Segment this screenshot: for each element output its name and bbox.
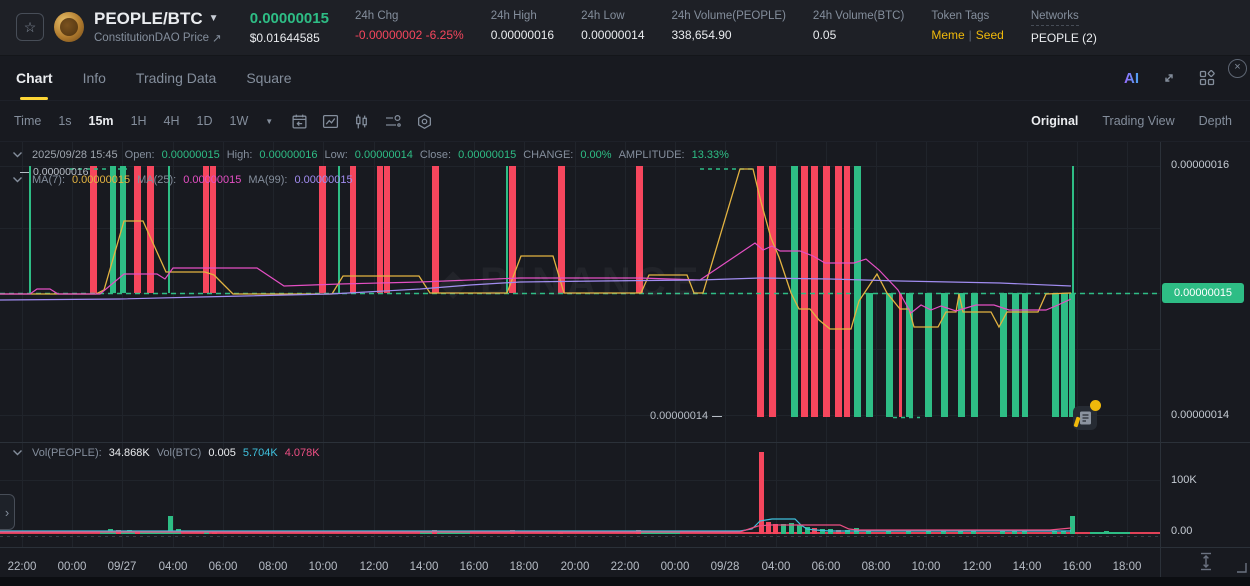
time-tick-label: 18:00: [510, 561, 539, 573]
price-axis-label-low: 0.00000014: [1171, 409, 1229, 421]
ai-icon[interactable]: AI: [1124, 70, 1139, 87]
time-tick-label: 08:00: [862, 561, 891, 573]
line-chart-icon[interactable]: [322, 113, 339, 130]
time-tick-label: 06:00: [812, 561, 841, 573]
time-tick-label: 12:00: [360, 561, 389, 573]
news-marker-icon[interactable]: [1073, 406, 1097, 430]
token-tag-seed[interactable]: Seed: [976, 28, 1004, 42]
binance-trading-page: ☆ PEOPLE/BTC ▼ ConstitutionDAO Price ↗ 0…: [0, 0, 1250, 586]
stat-token-tags: Token Tags Meme|Seed: [931, 10, 1004, 45]
time-tick-label: 09/28: [711, 561, 740, 573]
volume-axis-label-100k: 100K: [1171, 474, 1197, 486]
time-axis-labels: 22:00 00:00 09/27 04:00 06:00 08:00 10:00 12:00…: [8, 561, 1142, 573]
time-tick-label: 16:00: [1063, 561, 1092, 573]
stat-24h-chg: 24h Chg -0.00000002 -6.25%: [355, 10, 464, 45]
tab-info[interactable]: Info: [83, 56, 106, 101]
stat-24h-volume-quote: 24h Volume(BTC) 0.05: [813, 10, 904, 45]
interval-1h[interactable]: 1H: [131, 114, 147, 128]
interval-time[interactable]: Time: [14, 114, 41, 128]
time-tick-label: 10:00: [912, 561, 941, 573]
time-tick-label: 20:00: [561, 561, 590, 573]
time-tick-label: 08:00: [259, 561, 288, 573]
time-tick-label: 22:00: [611, 561, 640, 573]
stat-networks: Networks PEOPLE (2): [1031, 10, 1097, 45]
tab-square[interactable]: Square: [246, 56, 291, 101]
interval-1d[interactable]: 1D: [197, 114, 213, 128]
binance-diamond-icon: ◆: [440, 263, 466, 303]
time-tick-label: 00:00: [661, 561, 690, 573]
stat-24h-high: 24h High 0.00000016: [491, 10, 554, 45]
pair-selector[interactable]: PEOPLE/BTC ▼: [94, 9, 222, 28]
interval-1w[interactable]: 1W: [230, 114, 249, 128]
settings-icon[interactable]: [416, 113, 433, 130]
apps-grid-icon[interactable]: [1199, 70, 1216, 87]
stat-24h-low: 24h Low 0.00000014: [581, 10, 644, 45]
interval-15m[interactable]: 15m: [89, 114, 114, 128]
pair-stats: 24h Chg -0.00000002 -6.25% 24h High 0.00…: [355, 10, 1097, 45]
section-tabbar: Chart Info Trading Data Square AI ×: [0, 56, 1250, 102]
volume-axis-label-zero: 0.00: [1171, 525, 1192, 537]
star-icon: ☆: [24, 19, 37, 36]
collapse-chevron-icon[interactable]: [12, 176, 23, 184]
time-tick-label: 10:00: [309, 561, 338, 573]
calendar-icon[interactable]: [291, 113, 308, 130]
view-tradingview[interactable]: Trading View: [1102, 114, 1174, 128]
external-link-icon: ↗: [212, 31, 222, 45]
coin-price-link[interactable]: ConstitutionDAO Price ↗: [94, 31, 222, 45]
collapse-chevron-icon[interactable]: [12, 449, 23, 457]
last-price-usd: $0.01644585: [250, 31, 329, 45]
time-tick-label: 14:00: [410, 561, 439, 573]
favorite-button[interactable]: ☆: [16, 13, 44, 41]
resize-corner-icon[interactable]: [1236, 562, 1248, 574]
pair-name: PEOPLE/BTC: [94, 9, 203, 28]
view-depth[interactable]: Depth: [1199, 114, 1232, 128]
time-tick-label: 12:00: [963, 561, 992, 573]
chart-canvas[interactable]: 22:00 00:00 09/27 04:00 06:00 08:00 10:00 12:00…: [0, 142, 1250, 586]
low-price-marker: 0.00000014: [650, 410, 722, 422]
stat-24h-volume-base: 24h Volume(PEOPLE) 338,654.90: [672, 10, 786, 45]
chart-area: 22:00 00:00 09/27 04:00 06:00 08:00 10:00 12:00…: [0, 142, 1250, 586]
interval-dropdown-caret[interactable]: ▼: [265, 117, 273, 126]
close-icon[interactable]: ×: [1228, 59, 1247, 78]
grid-lines: [0, 142, 1160, 547]
time-tick-label: 18:00: [1113, 561, 1142, 573]
volume-ma-cyan: [0, 519, 1071, 531]
time-tick-label: 09/27: [108, 561, 137, 573]
time-tick-label: 22:00: [8, 561, 37, 573]
tab-chart[interactable]: Chart: [16, 56, 53, 101]
time-tick-label: 00:00: [58, 561, 87, 573]
time-tick-label: 06:00: [209, 561, 238, 573]
time-tick-label: 04:00: [762, 561, 791, 573]
price-axis-label-high: 0.00000016: [1171, 159, 1229, 171]
chart-toolbar: Time 1s 15m 1H 4H 1D 1W ▼ Original Tradi…: [0, 101, 1250, 142]
expand-icon[interactable]: [1161, 70, 1177, 86]
auto-scale-icon[interactable]: [1195, 550, 1217, 573]
ma-legend: MA(7):0.00000015 MA(25):0.00000015 MA(99…: [12, 174, 353, 186]
time-tick-label: 14:00: [1013, 561, 1042, 573]
volume-legend: Vol(PEOPLE):34.868K Vol(BTC)0.005 5.704K…: [12, 447, 320, 459]
candlestick-icon[interactable]: [353, 113, 370, 130]
time-tick-label: 16:00: [460, 561, 489, 573]
caret-down-icon: ▼: [209, 9, 219, 28]
volume-ma-lines: [0, 519, 1071, 532]
tab-trading-data[interactable]: Trading Data: [136, 56, 216, 101]
last-price: 0.00000015: [250, 10, 329, 27]
view-original[interactable]: Original: [1031, 114, 1078, 128]
interval-4h[interactable]: 4H: [164, 114, 180, 128]
interval-1s[interactable]: 1s: [58, 114, 71, 128]
collapse-chevron-icon[interactable]: [12, 151, 23, 159]
coin-logo: [54, 12, 84, 42]
panel-expand-handle[interactable]: ›: [0, 494, 15, 530]
time-tick-label: 04:00: [159, 561, 188, 573]
token-tag-meme[interactable]: Meme: [931, 28, 964, 42]
binance-watermark: ◆ BINANCE: [440, 260, 704, 305]
indicators-icon[interactable]: [384, 113, 402, 130]
pair-header: ☆ PEOPLE/BTC ▼ ConstitutionDAO Price ↗ 0…: [0, 0, 1250, 56]
ohlc-legend: 2025/09/28 15:45 Open:0.00000015 High:0.…: [12, 149, 729, 161]
current-price-tag: 0.00000015: [1162, 283, 1244, 303]
